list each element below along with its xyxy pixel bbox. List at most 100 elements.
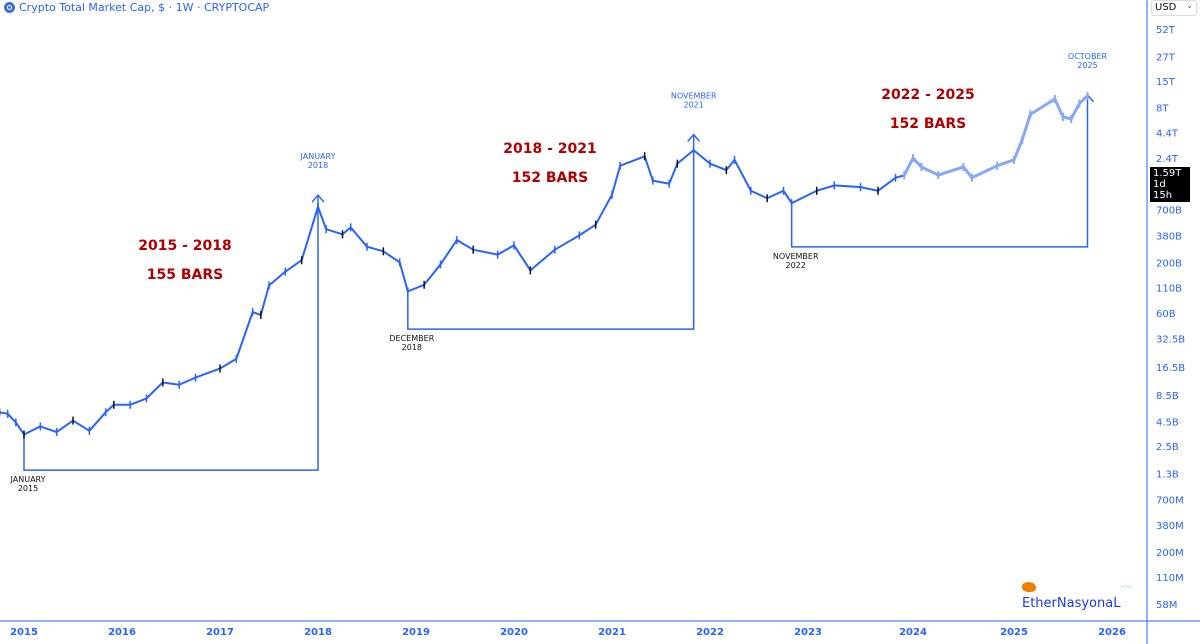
price-segment: [194, 367, 221, 379]
time-tick-label: 2018: [304, 627, 332, 638]
price-segment: [55, 419, 74, 434]
price-segment: [317, 205, 328, 231]
price-segment: [300, 205, 319, 262]
price-segment: [877, 176, 897, 192]
price-segment: [259, 284, 270, 316]
time-tick-label: 2016: [108, 627, 136, 638]
price-tick-label: 16.5B: [1156, 363, 1185, 374]
price-axis[interactable]: 52T 27T 15T 8T 4.4T 2.4T 700B 380B 200B 110B 60B 32…: [1156, 25, 1185, 611]
projection-segment: [1077, 94, 1089, 106]
price-tick-label: 200B: [1156, 258, 1182, 269]
price-segment: [749, 189, 769, 200]
cryptocap-logo-icon: [4, 2, 15, 13]
price-segment: [23, 425, 42, 436]
cycle-range-text: 2018 - 2021: [503, 141, 597, 157]
projection-segment: [1028, 97, 1057, 116]
price-segment: [423, 263, 442, 286]
currency-label: USD: [1155, 2, 1177, 13]
price-segment: [0, 411, 9, 415]
price-segment: [455, 239, 475, 251]
price-segment: [88, 411, 107, 432]
cycle-end-year: 2021: [683, 101, 703, 110]
price-segment: [219, 357, 238, 370]
price-segment: [341, 226, 352, 236]
price-segment: [594, 193, 613, 226]
price-segment: [382, 250, 401, 264]
cycle-end-year: 2025: [1077, 61, 1097, 70]
time-tick-label: 2019: [402, 627, 430, 638]
price-tick-label: 700M: [1156, 496, 1184, 507]
price-segment: [14, 421, 25, 436]
cycle-start-label: DECEMBER: [389, 334, 434, 343]
price-segment: [325, 228, 344, 236]
price-tick-label: 380B: [1156, 231, 1182, 242]
cycle-bars-text: 155 BARS: [147, 267, 223, 283]
price-segment: [782, 189, 793, 205]
currency-selector[interactable]: USD ⌄: [1151, 0, 1197, 16]
price-tick-label: 52T: [1156, 25, 1176, 36]
price-segment: [178, 376, 197, 386]
price-segment: [72, 419, 91, 432]
price-segment: [472, 248, 499, 256]
price-segment: [496, 244, 515, 256]
time-tick-label: 2022: [696, 627, 724, 638]
cycle-bars-text: 152 BARS: [890, 116, 966, 132]
price-segment: [513, 244, 532, 272]
time-tick-label: 2020: [500, 627, 528, 638]
price-tick-label: 700B: [1156, 206, 1182, 217]
price-segment: [668, 162, 679, 185]
price-segment: [725, 158, 736, 172]
cycle-start-year: 2018: [402, 343, 422, 352]
price-tick-label: 58M: [1156, 600, 1177, 611]
price-segment: [833, 184, 862, 189]
price-tick-label: 8.5B: [1156, 391, 1179, 402]
watermark-text: EtherNasyonaL: [1022, 596, 1121, 611]
dolphin-logo-icon: 〰: [1120, 580, 1133, 594]
price-tick-label: 110B: [1156, 283, 1182, 294]
cycle-end-label: OCTOBER: [1068, 52, 1108, 61]
bar-countdown: 1d 15h: [1153, 179, 1173, 201]
price-tick-label: 15T: [1156, 77, 1176, 88]
time-tick-label: 2015: [10, 627, 38, 638]
price-segment: [129, 397, 148, 406]
price-segment: [145, 381, 164, 400]
price-tick-label: 200M: [1156, 548, 1184, 559]
time-tick-label: 2021: [598, 627, 626, 638]
price-tick-label: 2.4T: [1156, 154, 1179, 165]
price-segment: [643, 155, 654, 182]
cycle-bracket: [407, 134, 695, 330]
price-segment: [611, 164, 622, 196]
price-tick-label: 4.4T: [1156, 129, 1179, 140]
projection-segment: [1053, 97, 1065, 119]
projection-segment: [919, 165, 940, 177]
projection-segment: [1012, 138, 1024, 162]
projection-segment: [911, 156, 923, 169]
cycle-bracket: [790, 94, 1089, 248]
current-price-tag: 1.59T 1d 15h: [1150, 167, 1190, 202]
cycle-end-year: 2018: [308, 161, 328, 170]
price-segment: [578, 223, 597, 237]
time-tick-label: 2025: [1000, 627, 1028, 638]
time-tick-label: 2023: [794, 627, 822, 638]
price-segment: [406, 283, 426, 293]
current-price: 1.59T: [1153, 168, 1182, 179]
price-segment: [349, 226, 368, 248]
arrow-up-icon: [687, 133, 701, 143]
price-segment: [284, 259, 303, 273]
projection-segment: [1069, 102, 1081, 121]
price-segment: [692, 149, 711, 165]
price-segment: [651, 179, 671, 185]
price-segment: [398, 261, 409, 293]
time-axis[interactable]: 2015 2016 2017 2018 2019 2020 2021 2022 2023 2024…: [10, 627, 1126, 638]
price-segment: [251, 311, 262, 316]
projection-segment: [936, 165, 965, 177]
price-tick-label: 110M: [1156, 573, 1184, 584]
price-segment: [733, 158, 752, 192]
price-segment: [619, 155, 646, 167]
arrow-up-icon: [311, 194, 325, 203]
price-segment: [104, 403, 115, 414]
price-segment: [676, 149, 695, 165]
